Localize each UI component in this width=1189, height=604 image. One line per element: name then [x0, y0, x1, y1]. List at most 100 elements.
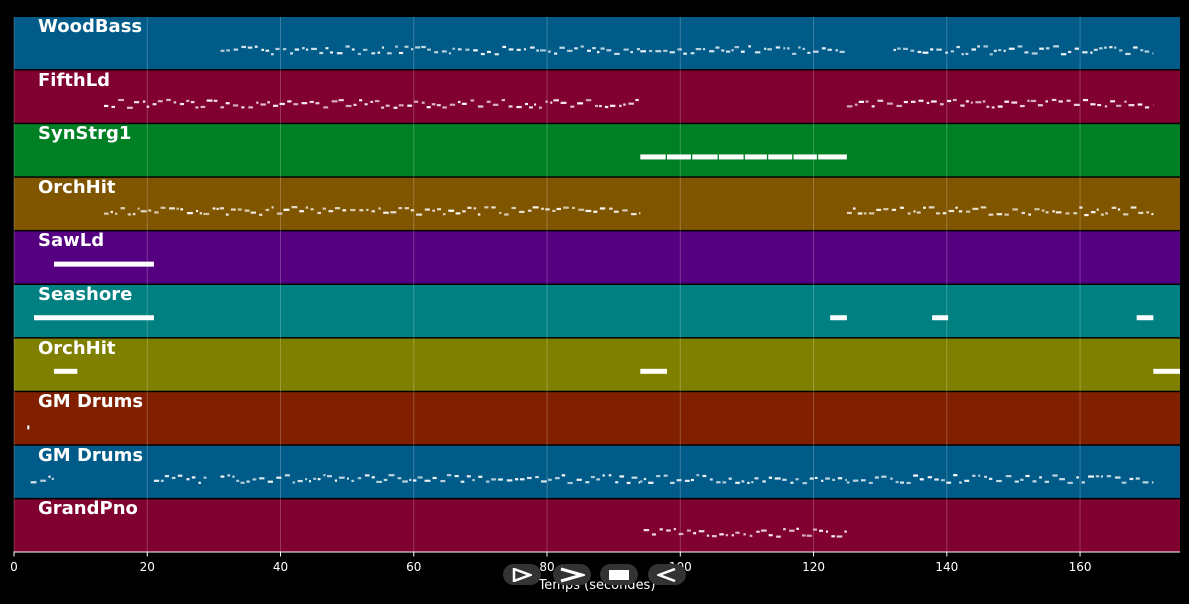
- note: [553, 99, 559, 102]
- note: [494, 53, 499, 56]
- note: [988, 477, 993, 480]
- note: [1144, 50, 1150, 53]
- note: [173, 101, 177, 104]
- note: [998, 49, 1002, 52]
- note: [203, 212, 210, 216]
- note: [540, 49, 546, 52]
- note: [683, 52, 687, 55]
- note: [432, 209, 435, 212]
- note: [965, 100, 969, 103]
- note: [110, 210, 113, 214]
- note: [248, 106, 254, 109]
- note: [203, 476, 207, 479]
- note: [398, 207, 403, 210]
- note: [606, 49, 612, 52]
- note: [947, 99, 952, 103]
- stop-button[interactable]: [600, 564, 638, 585]
- note: [1053, 45, 1060, 48]
- note: [670, 481, 675, 484]
- note: [410, 48, 414, 51]
- note: [486, 100, 491, 103]
- note: [535, 475, 539, 479]
- note: [978, 474, 981, 477]
- note: [261, 48, 264, 51]
- note: [599, 207, 606, 210]
- note: [206, 99, 213, 102]
- note: [846, 211, 852, 215]
- note: [858, 100, 864, 103]
- note: [462, 210, 466, 213]
- note: [1028, 213, 1031, 216]
- note: [291, 206, 298, 209]
- note: [599, 104, 602, 108]
- note: [596, 51, 600, 54]
- note: [1111, 206, 1117, 209]
- note: [412, 479, 417, 482]
- note: [1128, 104, 1135, 107]
- note-bar: [666, 154, 691, 160]
- note: [919, 478, 924, 481]
- note: [363, 48, 368, 51]
- note: [1135, 477, 1140, 480]
- note: [195, 209, 199, 213]
- note: [790, 481, 794, 484]
- note: [267, 101, 270, 104]
- note: [200, 105, 206, 109]
- note: [297, 479, 303, 483]
- rewind-button[interactable]: [648, 564, 686, 585]
- note: [1065, 212, 1070, 215]
- note: [907, 212, 911, 215]
- note: [754, 51, 761, 54]
- note: [989, 53, 993, 56]
- note: [378, 207, 381, 210]
- note: [171, 476, 176, 480]
- note: [508, 48, 514, 51]
- note: [455, 212, 461, 215]
- note: [1067, 481, 1073, 484]
- note: [655, 50, 662, 53]
- fast-forward-button[interactable]: [553, 564, 591, 585]
- note: [923, 206, 926, 209]
- note: [876, 208, 882, 211]
- track-label: SawLd: [38, 230, 105, 252]
- note: [684, 479, 690, 482]
- note: [690, 52, 695, 55]
- note: [166, 98, 171, 102]
- note: [504, 213, 509, 216]
- note: [958, 210, 963, 213]
- play-button[interactable]: [503, 564, 541, 585]
- note: [414, 100, 419, 103]
- note: [404, 45, 409, 48]
- note: [1004, 213, 1009, 216]
- note: [1058, 100, 1063, 103]
- note: [241, 106, 245, 109]
- note: [466, 475, 471, 478]
- note: [527, 209, 532, 212]
- note: [548, 478, 552, 481]
- note: [514, 478, 519, 481]
- note: [613, 210, 619, 213]
- note: [802, 482, 808, 485]
- note: [802, 47, 806, 51]
- note: [972, 474, 976, 477]
- note: [534, 103, 537, 106]
- note: [846, 481, 850, 484]
- note: [839, 50, 845, 53]
- note: [449, 103, 456, 106]
- note: [570, 105, 575, 108]
- note: [821, 47, 826, 50]
- note: [305, 206, 309, 209]
- note: [516, 48, 521, 51]
- note: [142, 100, 146, 103]
- note: [918, 99, 924, 102]
- note: [448, 52, 452, 55]
- note: [1123, 213, 1129, 216]
- note: [983, 45, 989, 48]
- note: [290, 52, 294, 55]
- note: [247, 46, 253, 49]
- note: [350, 208, 356, 212]
- note: [1014, 480, 1019, 483]
- note: [809, 477, 814, 480]
- note: [180, 208, 184, 211]
